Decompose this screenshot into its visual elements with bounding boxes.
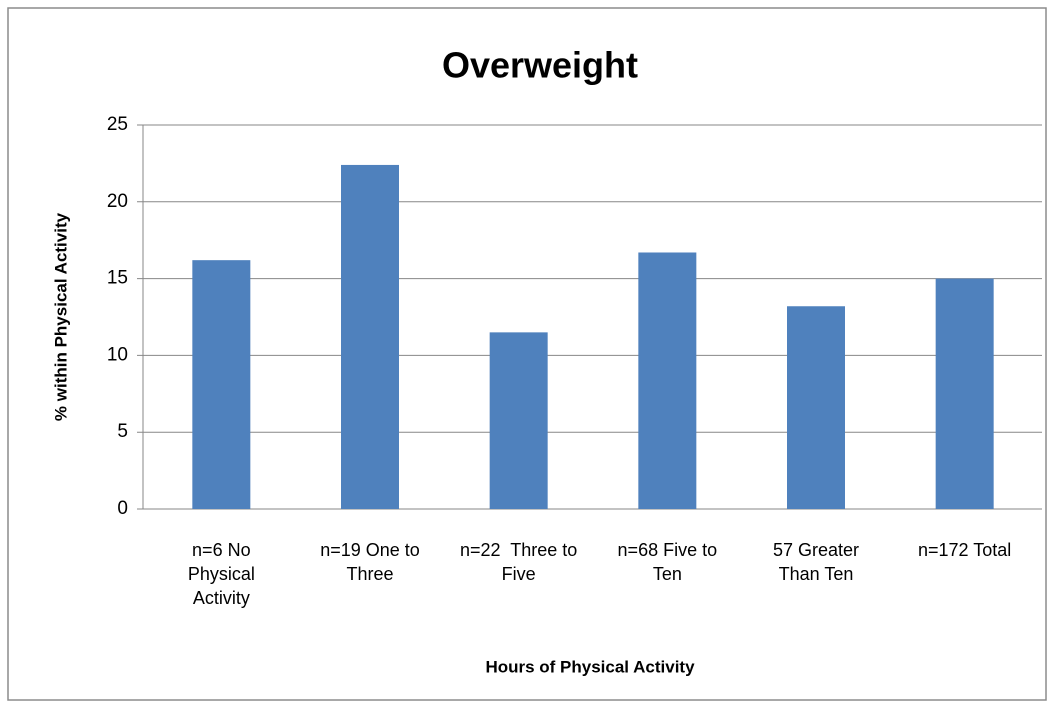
x-tick-label: 57 Greater Than Ten bbox=[772, 540, 864, 584]
x-tick-label: n=19 One to Three bbox=[320, 540, 425, 584]
x-axis-title: Hours of Physical Activity bbox=[485, 657, 695, 676]
y-axis-title: % within Physical Activity bbox=[51, 212, 70, 421]
y-tick-label: 20 bbox=[107, 191, 128, 212]
y-tick-label: 15 bbox=[107, 268, 128, 289]
bar bbox=[787, 306, 845, 509]
x-tick-label: n=22 Three to Five bbox=[460, 540, 578, 584]
y-tick-label: 5 bbox=[117, 421, 128, 442]
chart-title: Overweight bbox=[442, 45, 638, 86]
y-tick-label: 25 bbox=[107, 114, 128, 135]
y-tick-label: 10 bbox=[107, 344, 128, 365]
bar bbox=[638, 252, 697, 509]
x-tick-label: n=68 Five to Ten bbox=[617, 540, 722, 584]
x-tick-label: n=6 No Physical Activity bbox=[187, 540, 259, 608]
x-tick-label: n=172 Total bbox=[918, 540, 1012, 560]
bar bbox=[935, 278, 994, 509]
y-tick-label: 0 bbox=[117, 498, 128, 519]
bar bbox=[341, 164, 399, 509]
bar bbox=[489, 332, 548, 509]
bar bbox=[192, 260, 251, 509]
